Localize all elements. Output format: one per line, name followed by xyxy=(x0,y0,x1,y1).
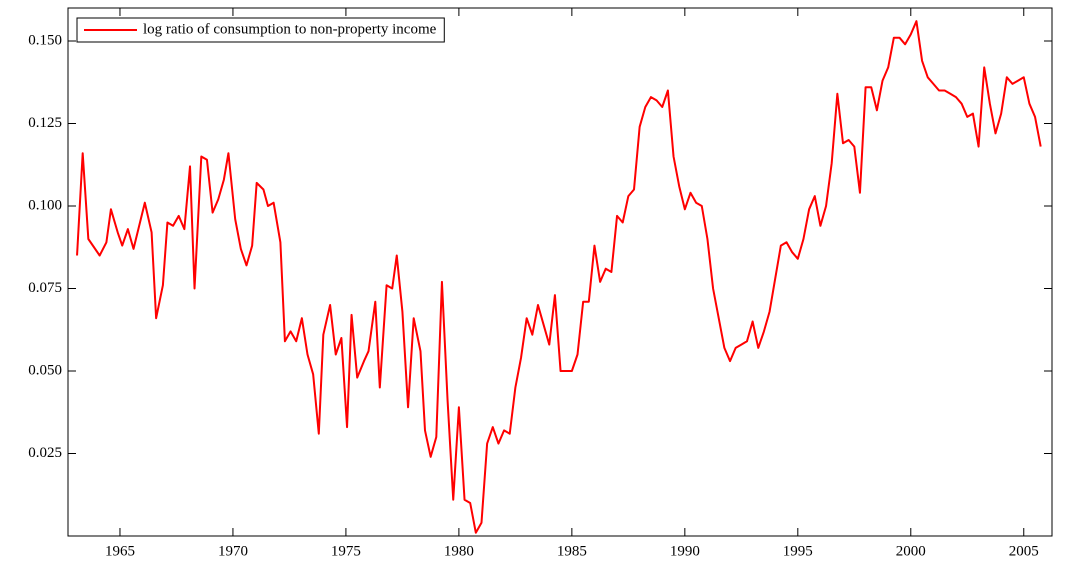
x-tick-label: 2005 xyxy=(1009,543,1039,559)
y-tick-label: 0.075 xyxy=(28,280,62,296)
legend-box xyxy=(76,17,445,43)
x-tick-label: 1980 xyxy=(444,543,474,559)
y-tick-label: 0.150 xyxy=(28,32,62,48)
x-tick-label: 1970 xyxy=(218,543,248,559)
x-tick-label: 1985 xyxy=(557,543,587,559)
y-tick-label: 0.100 xyxy=(28,197,62,213)
legend-label: log ratio of consumption to non-property… xyxy=(143,21,437,37)
plot-frame xyxy=(67,7,1053,537)
y-tick-label: 0.050 xyxy=(28,362,62,378)
x-tick-label: 1990 xyxy=(670,543,700,559)
y-tick-label: 0.125 xyxy=(28,115,62,131)
x-tick-label: 1965 xyxy=(105,543,135,559)
x-tick-label: 2000 xyxy=(896,543,926,559)
x-tick-label: 1995 xyxy=(783,543,813,559)
x-tick-label: 1975 xyxy=(331,543,361,559)
y-tick-label: 0.025 xyxy=(28,445,62,461)
data-line xyxy=(76,20,1042,534)
